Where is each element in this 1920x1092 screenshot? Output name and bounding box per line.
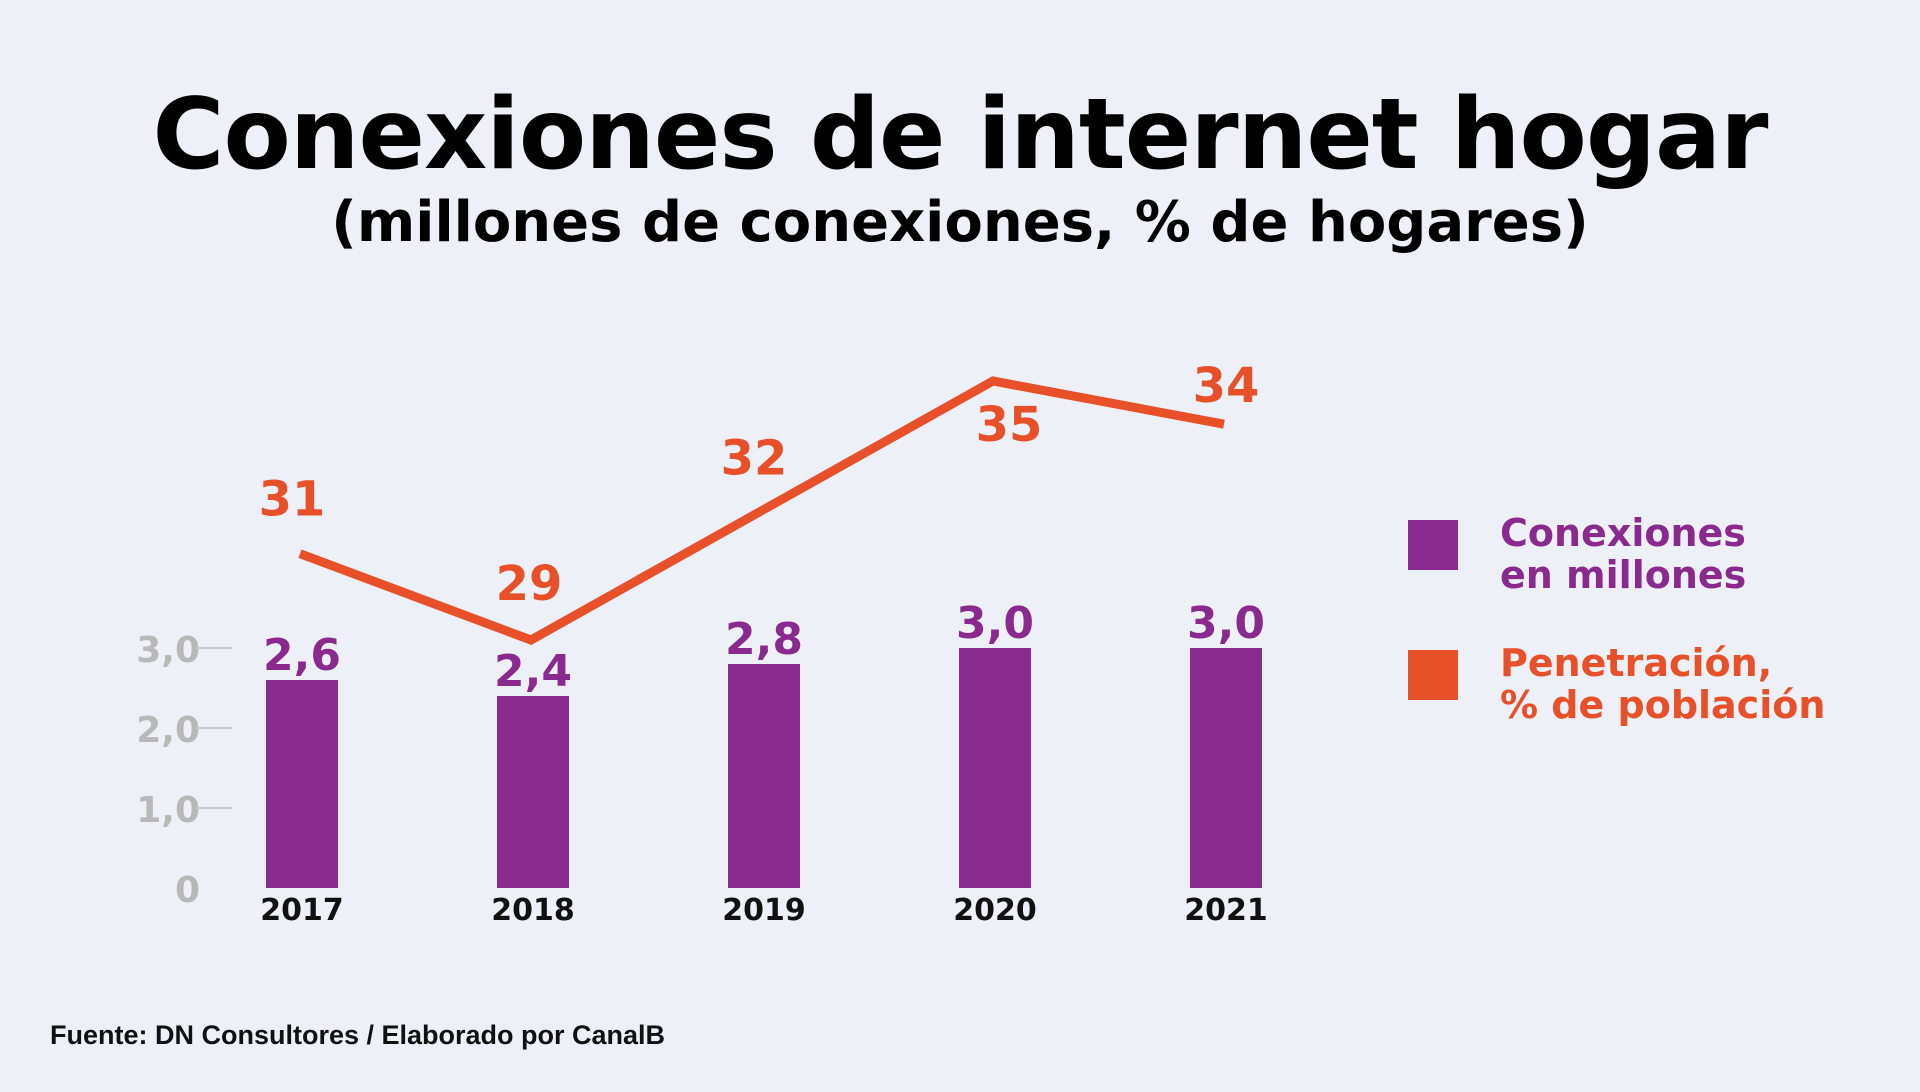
legend-label-penetracion-line2: % de población: [1500, 683, 1826, 727]
line-label-2019: 32: [721, 431, 788, 487]
bar-label-2021: 3,0: [1187, 598, 1265, 649]
source-note: Fuente: DN Consultores / Elaborado por C…: [50, 1020, 666, 1050]
x-axis: 2017 2018 2019 2020 2021: [260, 893, 1268, 928]
line-label-2017: 31: [259, 472, 326, 528]
chart-title: Conexiones de internet hogar: [152, 78, 1769, 192]
penetration-line: [298, 376, 1225, 645]
x-tick-label-2020: 2020: [953, 893, 1037, 928]
bar-label-2017: 2,6: [263, 630, 341, 681]
line-label-2018: 29: [496, 556, 563, 612]
line-label-2021: 34: [1193, 358, 1260, 414]
bar-2021: [1190, 648, 1262, 888]
chart-subtitle: (millones de conexiones, % de hogares): [331, 190, 1589, 255]
legend-swatch-conexiones: [1408, 520, 1458, 570]
legend-label-conexiones-line1: Conexiones: [1500, 511, 1746, 555]
bar-2017: [266, 680, 338, 888]
bar-2018: [497, 696, 569, 888]
bar-label-2019: 2,8: [725, 614, 803, 665]
y-tick-label-2: 2,0: [136, 710, 200, 751]
bar-2019: [728, 664, 800, 888]
y-axis: 0 1,0 2,0 3,0: [136, 630, 232, 911]
line-label-2020: 35: [976, 397, 1043, 453]
x-tick-label-2021: 2021: [1184, 893, 1268, 928]
x-tick-label-2018: 2018: [491, 893, 575, 928]
legend-label-penetracion: Penetración, % de población: [1500, 642, 1860, 726]
bar-label-2018: 2,4: [494, 646, 572, 697]
legend-swatch-penetracion: [1408, 650, 1458, 700]
bar-label-2020: 3,0: [956, 598, 1034, 649]
line-series: 31 29 32 35 34: [259, 358, 1260, 645]
bar-series: 2,6 2,4 2,8 3,0 3,0: [263, 598, 1265, 888]
y-tick-label-0: 0: [175, 870, 200, 911]
legend-label-conexiones: Conexiones en millones: [1500, 512, 1860, 596]
bar-2020: [959, 648, 1031, 888]
legend-label-conexiones-line2: en millones: [1500, 553, 1747, 597]
x-tick-label-2017: 2017: [260, 893, 344, 928]
y-tick-label-1: 1,0: [136, 790, 200, 831]
x-tick-label-2019: 2019: [722, 893, 806, 928]
legend-label-penetracion-line1: Penetración,: [1500, 641, 1773, 685]
y-tick-label-3: 3,0: [136, 630, 200, 671]
